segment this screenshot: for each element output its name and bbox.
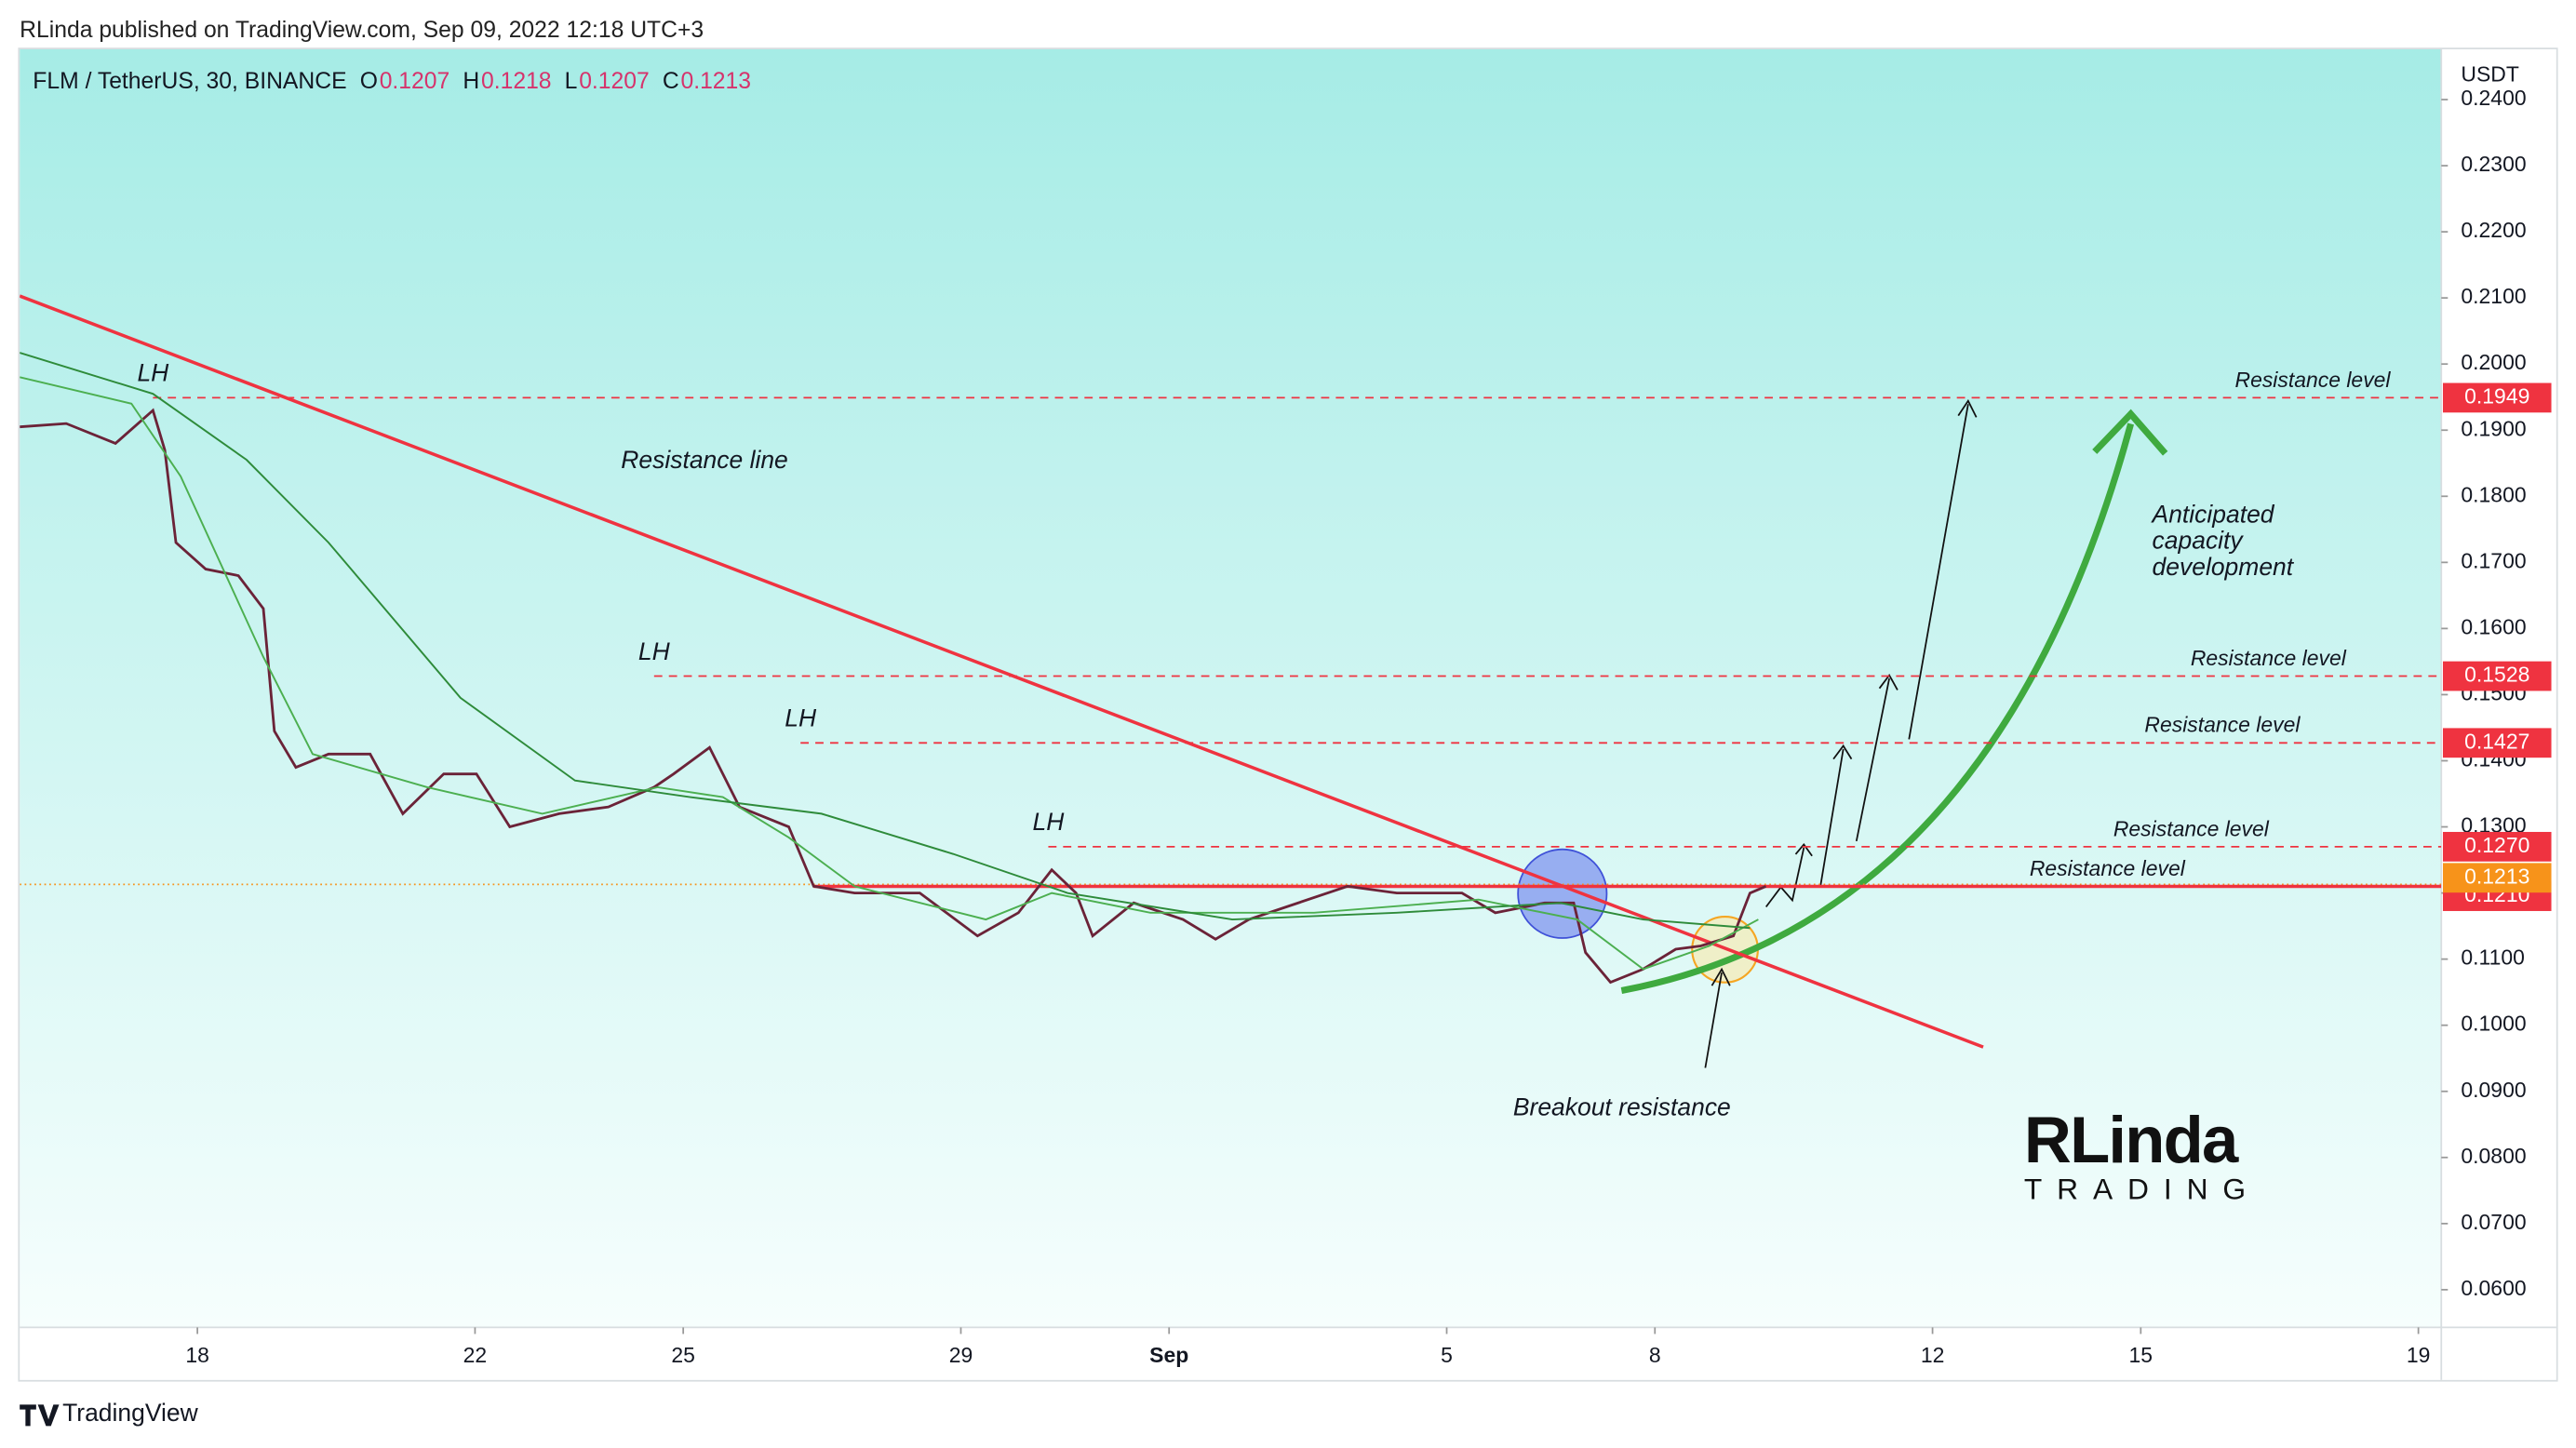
annotation: Breakout resistance <box>1513 1093 1731 1121</box>
price-tag-label: 0.1213 <box>2464 864 2529 888</box>
price-tag-label: 0.1949 <box>2464 383 2529 408</box>
ohlc-key: C <box>663 69 679 94</box>
moving-average <box>20 376 1759 971</box>
brand-name: TradingView <box>62 1399 199 1427</box>
ohlc-value: 0.1207 <box>380 69 450 94</box>
x-tick-label: 19 <box>2407 1343 2431 1367</box>
price-tag-label: 0.1270 <box>2464 833 2529 857</box>
annotation: development <box>2153 553 2295 581</box>
trendline <box>20 294 1984 1049</box>
projection-arrows <box>1704 399 1978 1068</box>
x-tick-label: 5 <box>1441 1343 1453 1367</box>
price-tag <box>2443 863 2552 893</box>
x-tick-label: 12 <box>1921 1343 1945 1367</box>
level-label: Resistance level <box>2144 713 2301 737</box>
frame <box>18 47 2558 1382</box>
y-tick-label: 0.2200 <box>2461 218 2526 242</box>
logo-name: RLinda <box>2024 1103 2239 1176</box>
y-tick-label: 0.0800 <box>2461 1144 2526 1168</box>
level-label: Resistance level <box>2113 816 2270 840</box>
swing-label: LH <box>1033 808 1066 836</box>
annotation: Resistance line <box>621 446 788 474</box>
ohlc-value: 0.1218 <box>481 69 552 94</box>
growth-arrow-head <box>2092 409 2168 456</box>
level-label: Resistance level <box>2030 856 2186 880</box>
swing-label: LH <box>785 704 817 732</box>
y-tick-label: 0.0600 <box>2461 1276 2526 1300</box>
published: RLinda published on TradingView.com, Sep… <box>20 18 704 43</box>
highlight-circle <box>1517 848 1608 939</box>
swing-label: LH <box>638 637 671 665</box>
y-tick-label: 0.1700 <box>2461 548 2526 572</box>
y-tick-label: 0.1800 <box>2461 482 2526 506</box>
logo-sub: TRADING <box>2024 1172 2261 1205</box>
swing-label: LH <box>137 359 169 387</box>
level-label: Resistance level <box>2191 646 2347 670</box>
y-tick-label: 0.2000 <box>2461 350 2526 374</box>
ohlc-key: L <box>565 69 578 94</box>
y-tick-label: 0.2100 <box>2461 284 2526 308</box>
y-tick-label: 0.0700 <box>2461 1210 2526 1234</box>
y-tick-label: 0.0900 <box>2461 1078 2526 1102</box>
price-tag <box>2443 382 2552 413</box>
y-tick-label: 0.2400 <box>2461 86 2526 110</box>
price-tag <box>2443 661 2552 691</box>
price-tag-label: 0.1528 <box>2464 663 2529 687</box>
x-tick-label: Sep <box>1149 1343 1188 1367</box>
plot <box>20 294 2442 1049</box>
growth-arrow <box>1620 422 2135 994</box>
y-tick-label: 0.1100 <box>2461 945 2524 970</box>
logo: RLinda TRADING <box>2024 1103 2261 1205</box>
x-tick-label: 8 <box>1649 1343 1661 1367</box>
moving-average <box>20 352 1751 930</box>
currency: USDT <box>2461 61 2518 86</box>
y-tick-label: 0.2300 <box>2461 152 2526 176</box>
x-tick-label: 18 <box>185 1343 209 1367</box>
x-tick-label: 25 <box>671 1343 695 1367</box>
ohlc-key: H <box>463 69 479 94</box>
annotation: capacity <box>2153 527 2245 555</box>
y-tick-label: 0.1000 <box>2461 1012 2526 1036</box>
x-tick-label: 29 <box>949 1343 973 1367</box>
ohlc-value: 0.1213 <box>680 69 751 94</box>
price-tag-label: 0.1427 <box>2464 729 2529 753</box>
price-tag <box>2443 831 2552 862</box>
brand: TradingView <box>20 1399 199 1427</box>
ohlc-key: O <box>360 69 378 94</box>
x-tick-label: 15 <box>2129 1343 2153 1367</box>
symbol: FLM / TetherUS, 30, BINANCE <box>33 69 346 94</box>
annotation: Anticipated <box>2151 500 2275 528</box>
x-tick-label: 22 <box>463 1343 488 1367</box>
y-tick-label: 0.1900 <box>2461 416 2526 440</box>
ohlc-value: 0.1207 <box>579 69 650 94</box>
level-label: Resistance level <box>2235 368 2392 392</box>
y-tick-label: 0.1600 <box>2461 614 2526 638</box>
plot-area <box>20 48 2442 1328</box>
price-tag <box>2443 728 2552 758</box>
